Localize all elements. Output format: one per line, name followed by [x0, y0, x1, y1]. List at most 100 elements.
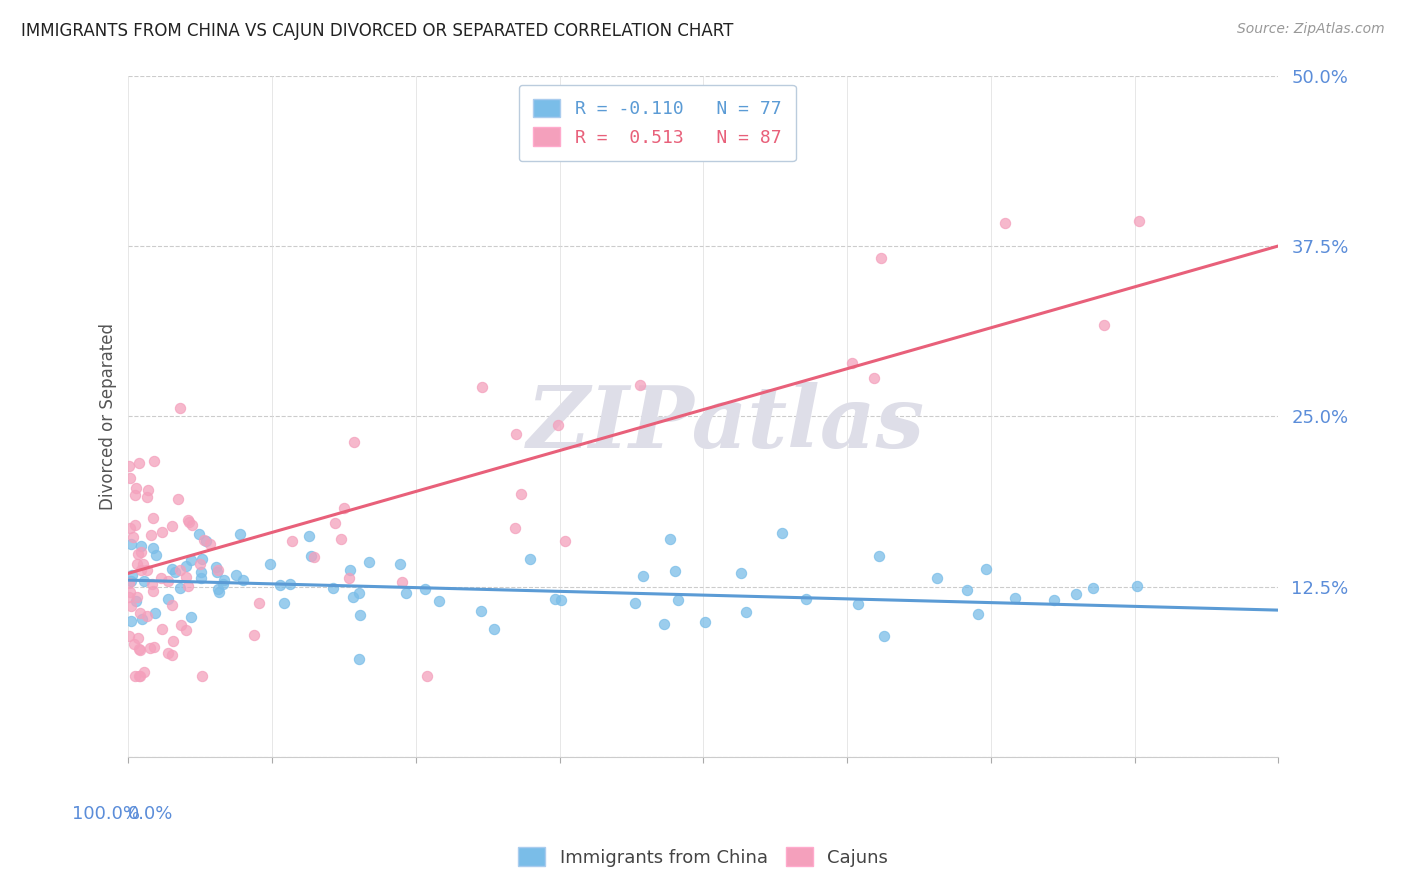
Point — [413, 582, 436, 596]
Point — [870, 251, 893, 265]
Point — [207, 563, 229, 577]
Point — [471, 380, 494, 394]
Point — [281, 533, 304, 548]
Point — [322, 582, 344, 596]
Point — [177, 579, 200, 593]
Point — [298, 529, 321, 543]
Point — [868, 549, 890, 564]
Text: Source: ZipAtlas.com: Source: ZipAtlas.com — [1237, 22, 1385, 37]
Point — [343, 435, 366, 450]
Point — [136, 609, 159, 624]
Point — [333, 501, 356, 516]
Point — [342, 590, 364, 604]
Point — [129, 539, 152, 553]
Point — [139, 527, 162, 541]
Point — [124, 668, 146, 682]
Point — [659, 532, 682, 546]
Point — [169, 563, 191, 577]
Point — [204, 559, 226, 574]
Point — [132, 665, 155, 679]
Point — [624, 596, 647, 610]
Point — [122, 530, 145, 544]
Point — [190, 571, 212, 585]
Point — [142, 511, 165, 525]
Point — [503, 521, 526, 535]
Point — [547, 417, 569, 432]
Point — [841, 356, 863, 370]
Point — [121, 567, 143, 582]
Text: 100.0%: 100.0% — [72, 805, 139, 823]
Legend: R = -0.110   N = 77, R =  0.513   N = 87: R = -0.110 N = 77, R = 0.513 N = 87 — [519, 85, 796, 161]
Point — [232, 573, 254, 587]
Point — [228, 527, 250, 541]
Point — [118, 458, 141, 473]
Point — [128, 606, 150, 620]
Point — [118, 576, 141, 591]
Point — [191, 668, 214, 682]
Point — [193, 533, 215, 547]
Point — [243, 627, 266, 641]
Point — [695, 615, 717, 630]
Point — [519, 551, 541, 566]
Point — [118, 471, 141, 485]
Point — [1004, 591, 1026, 605]
Point — [120, 537, 142, 551]
Point — [125, 594, 148, 608]
Point — [170, 617, 193, 632]
Point — [142, 541, 165, 555]
Point — [628, 378, 651, 392]
Point — [129, 563, 152, 577]
Point — [278, 576, 301, 591]
Point — [974, 562, 997, 576]
Point — [359, 555, 381, 569]
Point — [131, 612, 153, 626]
Point — [347, 652, 370, 666]
Point — [794, 592, 817, 607]
Point — [1092, 318, 1115, 332]
Point — [124, 517, 146, 532]
Point — [128, 456, 150, 470]
Point — [136, 491, 159, 505]
Point — [554, 534, 576, 549]
Point — [273, 597, 295, 611]
Point — [329, 532, 352, 546]
Point — [128, 668, 150, 682]
Point — [269, 577, 291, 591]
Point — [212, 576, 235, 591]
Point — [139, 641, 162, 656]
Point — [347, 585, 370, 599]
Point — [132, 558, 155, 572]
Point — [160, 598, 183, 612]
Point — [470, 604, 492, 618]
Point — [301, 549, 323, 564]
Point — [505, 427, 527, 442]
Point — [195, 534, 218, 549]
Point — [125, 557, 148, 571]
Text: 0.0%: 0.0% — [128, 805, 174, 823]
Point — [654, 617, 676, 632]
Point — [1081, 582, 1104, 596]
Point — [207, 582, 229, 596]
Point — [118, 630, 141, 644]
Point — [190, 566, 212, 580]
Point — [150, 622, 173, 636]
Point — [1126, 579, 1149, 593]
Point — [125, 481, 148, 495]
Point — [160, 648, 183, 663]
Point — [120, 574, 142, 588]
Point — [128, 642, 150, 657]
Point — [207, 584, 229, 599]
Point — [259, 558, 281, 572]
Point — [966, 607, 988, 622]
Point — [174, 570, 197, 584]
Point — [118, 590, 141, 604]
Point — [181, 518, 204, 533]
Point — [145, 548, 167, 562]
Point — [388, 558, 411, 572]
Point — [120, 614, 142, 628]
Point — [323, 516, 346, 531]
Y-axis label: Divorced or Separated: Divorced or Separated — [100, 323, 117, 510]
Point — [1128, 214, 1150, 228]
Text: ZIPatlas: ZIPatlas — [527, 382, 925, 465]
Point — [337, 571, 360, 585]
